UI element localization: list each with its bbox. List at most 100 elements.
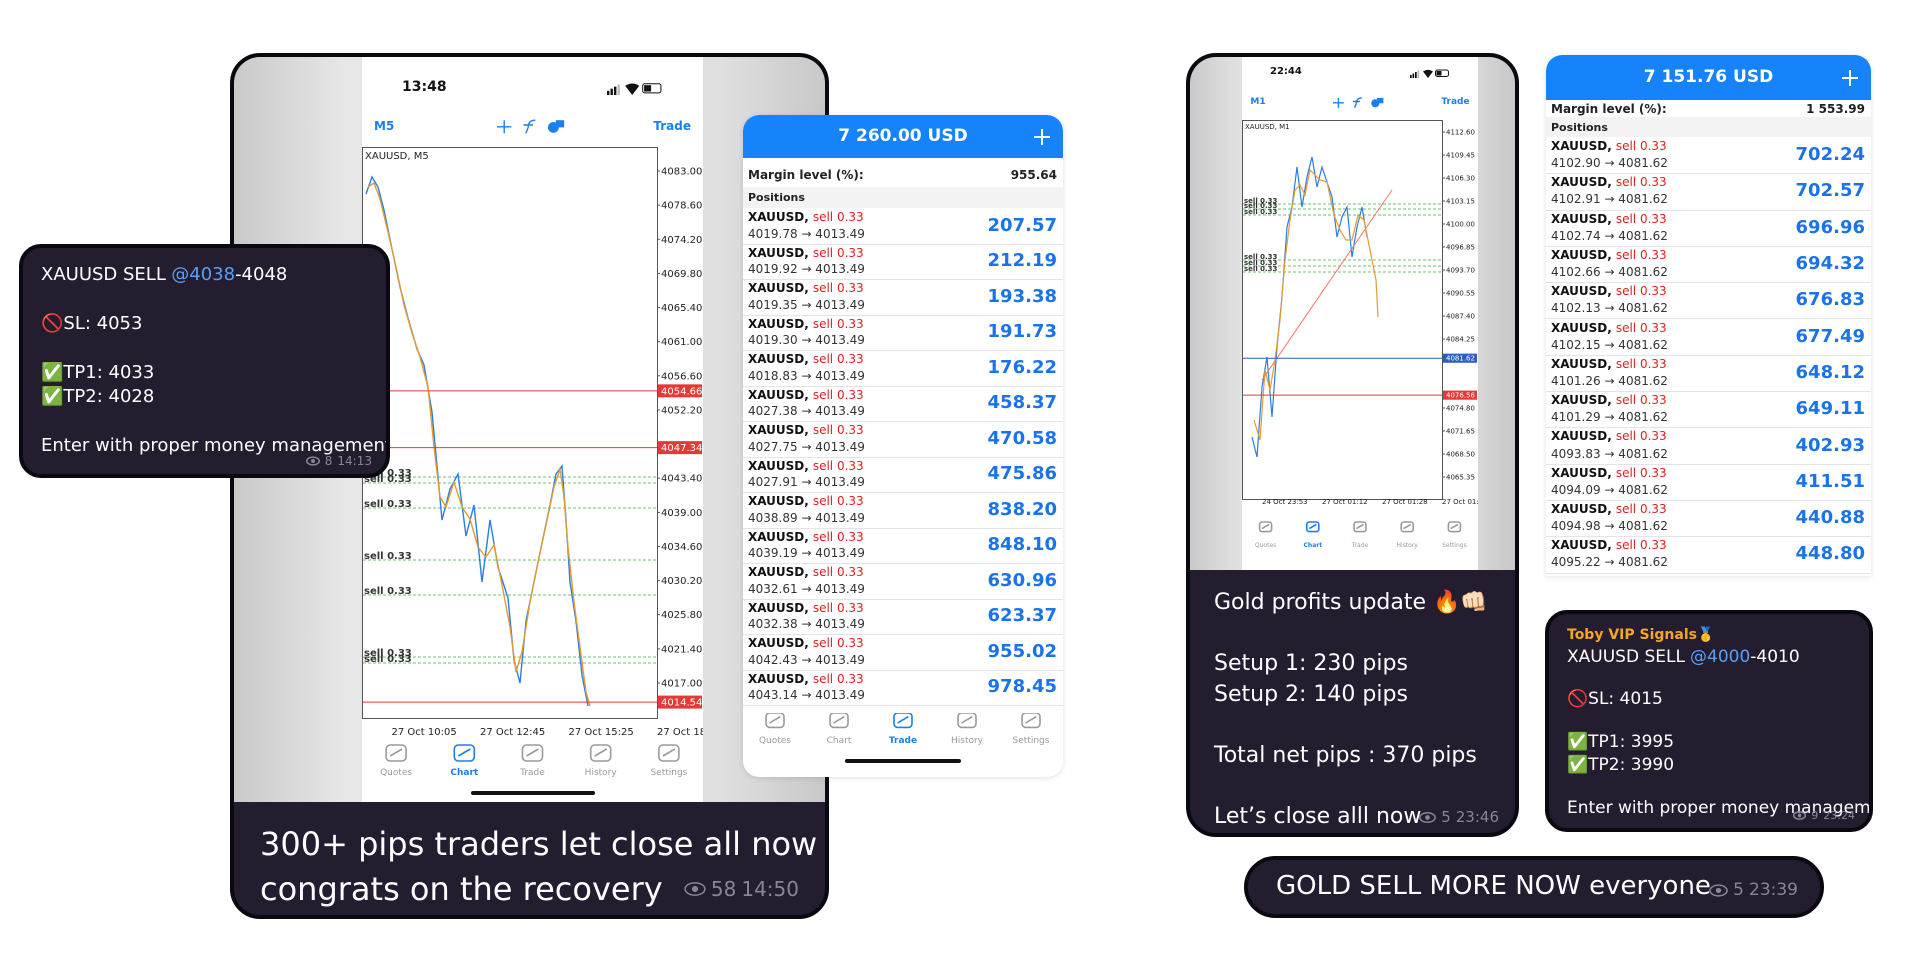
position-row: XAUUSD, sell 0.33 4032.61 → 4013.49 630.96 <box>743 563 1063 600</box>
tab-icon <box>829 713 849 729</box>
eye-pupil <box>1716 887 1722 893</box>
margin-level-value: 955.64 <box>1010 168 1057 182</box>
price-scale-label: 4025.80 <box>661 610 702 621</box>
tab-icon-stroke <box>594 748 608 757</box>
position-profit: 677.49 <box>1795 325 1865 347</box>
position-profit: 630.96 <box>987 569 1057 591</box>
tab-icon <box>1400 521 1414 533</box>
position-prices: 4027.38 → 4013.49 <box>748 404 865 419</box>
position-side: sell 0.33 <box>812 245 864 260</box>
crosshair-icon <box>496 120 511 134</box>
message-text: GOLD SELL MORE NOW everyone <box>1276 871 1711 901</box>
wifi-icon <box>1423 69 1433 78</box>
position-profit: 648.12 <box>1795 361 1865 383</box>
caption-line: 300+ pips traders let close all now <box>260 825 818 863</box>
tab-icon <box>658 744 680 762</box>
position-profit: 411.51 <box>1795 470 1865 492</box>
balance-value: 7 260.00 USD <box>838 125 968 146</box>
timeframe-button: M1 <box>1250 97 1266 107</box>
view-count: 5 <box>1733 880 1744 900</box>
tab-icon-stroke <box>769 715 781 724</box>
position-symbol: XAUUSD, <box>748 494 809 508</box>
status-time: 13:48 <box>402 79 447 95</box>
tab-bar: Quotes Chart Trade History Settings <box>1255 521 1467 549</box>
price-scale-label: 4052.20 <box>661 405 702 416</box>
position-symbol: XAUUSD, <box>1551 284 1612 299</box>
message-meta: 5 23:46 <box>1419 808 1499 826</box>
message-meta: 5 23:39 <box>1709 880 1798 900</box>
signal-headline: XAUUSD SELL @4038-4048 <box>41 264 287 285</box>
positions-divider <box>743 187 1063 208</box>
position-symbol-line: XAUUSD, sell 0.33 <box>1551 357 1667 371</box>
position-symbol: XAUUSD, <box>748 423 809 437</box>
position-prices: 4018.83 → 4013.49 <box>748 368 865 383</box>
position-row: XAUUSD, sell 0.33 4101.29 → 4081.62 649.11 <box>1546 391 1871 429</box>
position-row: XAUUSD, sell 0.33 4102.74 → 4081.62 696.96 <box>1546 210 1871 247</box>
tab-icon <box>1353 521 1367 533</box>
position-profit: 176.22 <box>987 356 1057 378</box>
position-prices: 4094.09 → 4081.62 <box>1551 482 1668 497</box>
tab-icon-stroke <box>1308 523 1317 530</box>
time-scale-label: 27 Oct 15:25 <box>568 727 634 738</box>
position-prices: 4093.83 → 4081.62 <box>1551 446 1668 461</box>
position-side: sell 0.33 <box>812 529 864 544</box>
signal-bar <box>610 88 613 95</box>
price-marker-box <box>658 441 702 455</box>
price-chart: XAUUSD, M1 4112.60 4109.45 4106.30 4103.15 41… <box>1242 120 1477 500</box>
signal-tp2: ✅TP2: 4028 <box>41 386 155 407</box>
position-prices: 4032.38 → 4013.49 <box>748 617 865 632</box>
order-line-label: sell 0.33 <box>364 474 412 485</box>
position-symbol-line: XAUUSD, sell 0.33 <box>1551 284 1667 298</box>
tab-icon <box>1258 521 1273 533</box>
caption-line: congrats on the recovery <box>260 870 663 908</box>
price-scale-label: 4093.70 <box>1446 266 1475 274</box>
tab-label: Trade <box>1351 542 1369 549</box>
position-symbol-line: XAUUSD, sell 0.33 <box>1551 538 1667 552</box>
position-profit: 696.96 <box>1795 216 1865 238</box>
position-side: sell 0.33 <box>1615 538 1667 553</box>
trend-line <box>1261 189 1393 381</box>
signal-message: XAUUSD SELL @4038-4048 🚫SL: 4053 ✅TP1: 4033… <box>19 244 390 478</box>
position-side: sell 0.33 <box>812 423 864 437</box>
phone-screen: 22:44 M1 Trade XAUUSD, M1 4112.60 4109.45 4106… <box>1242 57 1478 570</box>
position-symbol-line: XAUUSD, sell 0.33 <box>1551 429 1667 443</box>
position-symbol: XAUUSD, <box>748 671 809 686</box>
position-side: sell 0.33 <box>812 352 864 366</box>
position-side: sell 0.33 <box>812 600 864 615</box>
time-scale-label: 27 Oct 01:28 <box>1382 498 1428 506</box>
position-side: sell 0.33 <box>1615 320 1667 335</box>
price-scale-label: 4017.00 <box>661 679 702 690</box>
price-scale-label: 4021.40 <box>661 644 702 655</box>
signal-bar <box>1417 70 1420 78</box>
tab-label: Settings <box>1442 542 1467 549</box>
tab-icon <box>453 744 476 762</box>
eye-icon <box>1709 883 1728 897</box>
time-scale-label: 24 Oct 23:53 <box>1262 498 1308 506</box>
position-profit: 978.45 <box>987 676 1057 698</box>
position-symbol: XAUUSD, <box>1551 320 1612 335</box>
order-line-label: sell 0.33 <box>1244 208 1278 216</box>
price-marker-box <box>658 384 702 398</box>
balance-value: 7 151.76 USD <box>1643 66 1774 87</box>
position-row: XAUUSD, sell 0.33 4019.35 → 4013.49 193.38 <box>743 279 1063 316</box>
position-symbol: XAUUSD, <box>748 600 809 615</box>
price-marker-label: 4081.62 <box>1446 355 1475 363</box>
trade-panel: 7 260.00 USD Margin level (%): 955.64 Posit… <box>743 115 1063 777</box>
function-icon <box>522 119 535 134</box>
view-count: 8 <box>324 454 333 468</box>
price-scale-label: 4074.80 <box>1446 404 1475 412</box>
eye-outline <box>305 456 320 466</box>
signal-range-end: -4010 <box>1750 647 1800 667</box>
chart-symbol: XAUUSD, M1 <box>1245 123 1290 131</box>
time-scale-label: 27 Oct 18:05 <box>657 727 703 738</box>
position-profit: 702.24 <box>1795 144 1865 166</box>
position-side: sell 0.33 <box>1615 502 1667 516</box>
tab-label: Settings <box>1013 736 1050 746</box>
position-symbol-line: XAUUSD, sell 0.33 <box>1551 393 1667 407</box>
caption-line: Total net pips : 370 pips <box>1214 743 1477 768</box>
tab-icon-stroke <box>1261 523 1270 530</box>
position-prices: 4032.61 → 4013.49 <box>748 581 865 596</box>
position-symbol: XAUUSD, <box>1551 538 1612 553</box>
position-row: XAUUSD, sell 0.33 4102.66 → 4081.62 694.32 <box>1546 246 1871 284</box>
order-line-label: sell 0.33 <box>364 499 412 510</box>
